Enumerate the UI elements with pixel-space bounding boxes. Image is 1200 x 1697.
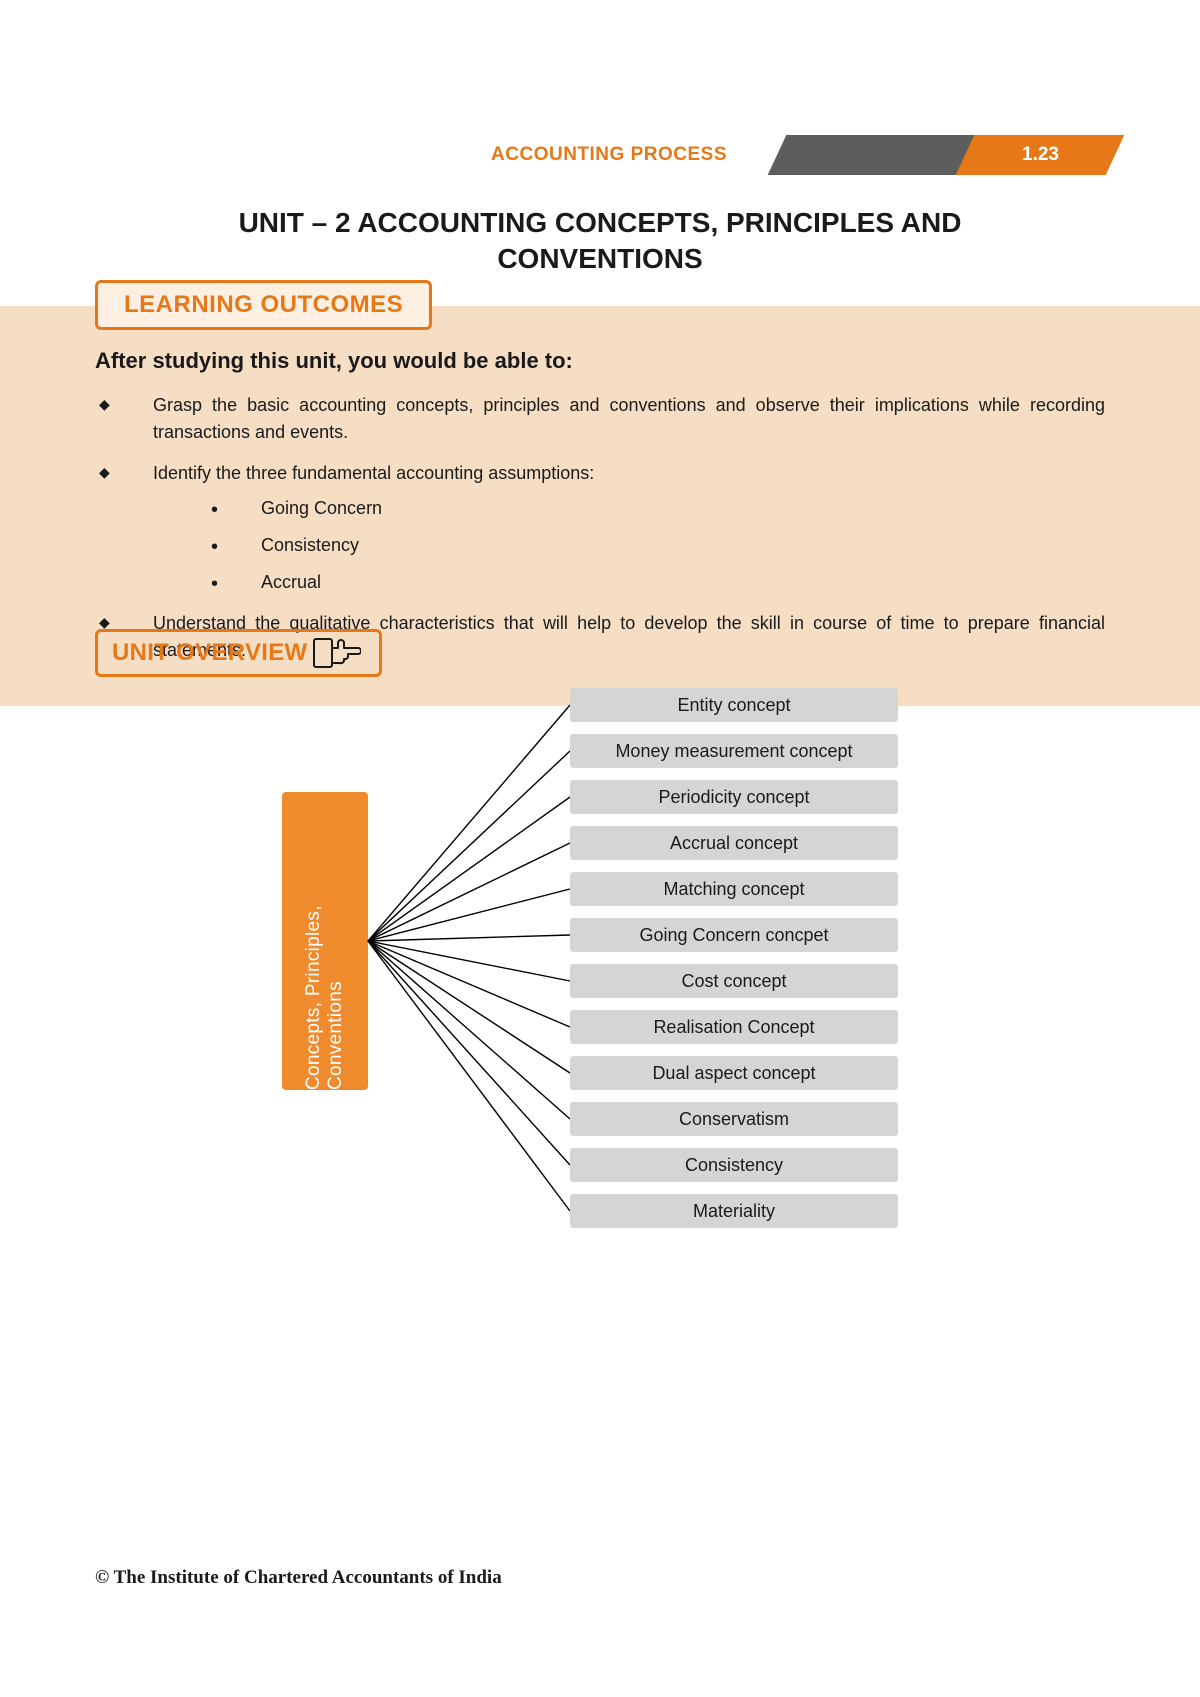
diagram-leaf: Accrual concept	[570, 826, 898, 860]
learning-outcomes-list: Grasp the basic accounting concepts, pri…	[95, 392, 1105, 664]
diagram-leaf: Dual aspect concept	[570, 1056, 898, 1090]
unit-title: UNIT – 2 ACCOUNTING CONCEPTS, PRINCIPLES…	[0, 205, 1200, 278]
diagram-connectors	[368, 688, 570, 1268]
section-label: ACCOUNTING PROCESS	[491, 144, 727, 166]
list-item: Going Concern	[153, 495, 1105, 522]
list-item: Identify the three fundamental accountin…	[95, 460, 1105, 596]
unit-overview-badge-text: UNIT OVERVIEW	[112, 639, 307, 667]
copyright-footer: © The Institute of Chartered Accountants…	[95, 1567, 502, 1589]
list-item: Consistency	[153, 532, 1105, 559]
list-item: Accrual	[153, 569, 1105, 596]
page-number: 1.23	[1022, 144, 1059, 166]
diagram-leaf: Going Concern concpet	[570, 918, 898, 952]
unit-overview-badge: UNIT OVERVIEW	[95, 629, 382, 677]
learning-outcomes-badge: LEARNING OUTCOMES	[95, 280, 432, 330]
list-item: Grasp the basic accounting concepts, pri…	[95, 392, 1105, 446]
learning-outcomes-badge-text: LEARNING OUTCOMES	[124, 291, 403, 318]
pointing-hand-icon	[313, 638, 361, 668]
diagram-leaf: Cost concept	[570, 964, 898, 998]
diagram-leaf: Periodicity concept	[570, 780, 898, 814]
diagram-root: Concepts, Principles, Conventions	[282, 792, 368, 1090]
diagram-leaf: Realisation Concept	[570, 1010, 898, 1044]
diagram-leaf: Money measurement concept	[570, 734, 898, 768]
assumptions-sublist: Going Concern Consistency Accrual	[153, 495, 1105, 596]
diagram-leaf: Entity concept	[570, 688, 898, 722]
concepts-diagram: Concepts, Principles, Conventions Entity…	[282, 688, 922, 1268]
diagram-root-label: Concepts, Principles, Conventions	[303, 792, 347, 1090]
page-header: ACCOUNTING PROCESS 1.23	[491, 135, 1115, 175]
header-slant-orange: 1.23	[956, 135, 1125, 175]
diagram-leaf: Consistency	[570, 1148, 898, 1182]
diagram-leaf: Conservatism	[570, 1102, 898, 1136]
diagram-leaf: Materiality	[570, 1194, 898, 1228]
learning-outcomes-intro: After studying this unit, you would be a…	[95, 348, 1105, 374]
diagram-leaf: Matching concept	[570, 872, 898, 906]
